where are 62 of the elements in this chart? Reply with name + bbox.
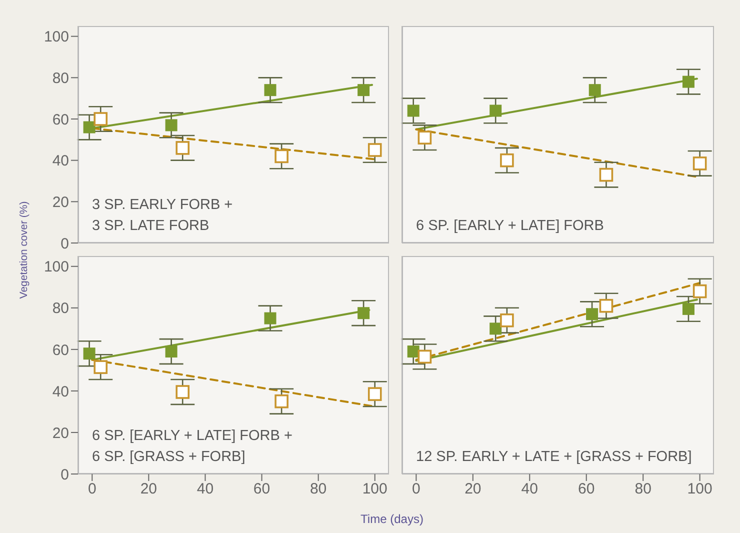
- point: [165, 346, 178, 358]
- point: [165, 119, 178, 132]
- point: [407, 104, 420, 117]
- x-tick-label: 100: [687, 480, 712, 498]
- y-tick-label: 80: [52, 300, 69, 318]
- point: [274, 394, 288, 408]
- point: [599, 298, 614, 313]
- point: [588, 84, 601, 96]
- x-tick-label: 60: [578, 480, 595, 498]
- point: [264, 312, 276, 324]
- y-tick-label: 100: [44, 28, 69, 46]
- point: [264, 84, 276, 96]
- y-tick-label: 60: [52, 111, 69, 128]
- annotation: 3 SP. EARLY FORB + 3 SP. LATE FORB: [92, 196, 234, 236]
- point: [358, 307, 370, 320]
- x-tick-label: 60: [253, 480, 270, 498]
- point: [490, 322, 502, 335]
- y-tick-label: 80: [52, 70, 69, 87]
- point: [358, 84, 370, 96]
- point: [407, 346, 420, 358]
- point: [368, 387, 382, 401]
- point: [94, 112, 108, 126]
- point: [586, 308, 598, 320]
- annotation: 6 SP. [EARLY + LATE] FORB + 6 SP. [GRASS + FORB]: [92, 427, 294, 467]
- point: [682, 76, 694, 88]
- point: [599, 168, 614, 182]
- y-tick-label: 40: [52, 383, 69, 400]
- point: [368, 143, 382, 157]
- point: [490, 104, 502, 117]
- point: [83, 348, 96, 360]
- x-tick-label: 80: [310, 480, 327, 498]
- point: [500, 153, 514, 168]
- y-tick-label: 100: [44, 258, 69, 276]
- point: [692, 156, 707, 170]
- y-tick-label: 40: [52, 152, 69, 170]
- x-tick-label: 80: [634, 480, 652, 498]
- point: [83, 121, 96, 134]
- point: [274, 149, 288, 164]
- x-tick-label: 20: [464, 480, 482, 498]
- x-tick-label: 100: [362, 480, 388, 498]
- point: [692, 284, 707, 298]
- x-tick-label: 20: [140, 480, 158, 498]
- y-tick-label: 20: [52, 194, 69, 211]
- y-tick-label: 0: [60, 466, 69, 484]
- point: [176, 385, 190, 399]
- annotation: 6 SP. [EARLY + LATE] FORB: [416, 217, 605, 236]
- point: [176, 141, 190, 155]
- y-tick-label: 0: [60, 235, 69, 252]
- x-tick-label: 0: [88, 480, 96, 498]
- point: [418, 130, 432, 144]
- x-tick-label: 0: [412, 480, 420, 498]
- x-tick-label: 40: [521, 480, 538, 498]
- point: [500, 313, 514, 328]
- annotation: 12 SP. EARLY + LATE + [GRASS + FORB]: [416, 448, 693, 467]
- point: [418, 350, 432, 364]
- point: [682, 302, 694, 315]
- point: [94, 360, 108, 374]
- y-axis-title: Vegetation cover (%): [18, 201, 30, 299]
- y-tick-label: 60: [52, 342, 69, 359]
- x-axis-title: Time (days): [360, 512, 424, 526]
- x-tick-label: 40: [196, 480, 214, 498]
- y-tick-label: 20: [52, 424, 69, 442]
